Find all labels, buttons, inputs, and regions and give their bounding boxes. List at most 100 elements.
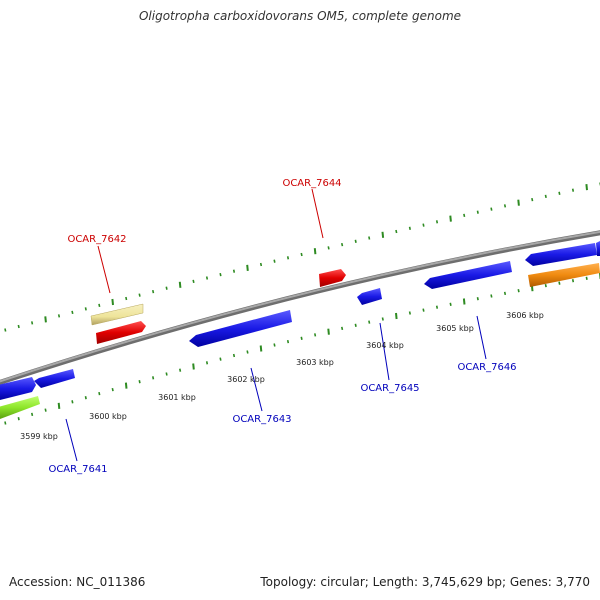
lower-tick-track-minor-tick	[232, 353, 236, 358]
upper-tick-track-minor-tick	[327, 246, 330, 250]
label-ocar-7644[interactable]: OCAR_7644	[282, 178, 341, 189]
gene-7648-orange[interactable]	[528, 263, 600, 287]
upper-tick-track-minor-tick	[544, 194, 547, 199]
gene-7642-upper[interactable]	[90, 303, 144, 326]
upper-tick-track-minor-tick	[341, 242, 344, 247]
upper-tick-track-minor-tick	[354, 239, 357, 243]
lower-tick-track-minor-tick	[476, 297, 479, 301]
upper-tick-track-minor-tick	[4, 328, 7, 332]
kbp-label-3603: 3603 kbp	[296, 358, 334, 367]
lower-tick-track-minor-tick	[571, 279, 575, 283]
lower-tick-track-minor-tick	[44, 408, 47, 412]
gene-7642-lower[interactable]	[96, 321, 146, 344]
label-ocar-7642[interactable]: OCAR_7642	[67, 234, 126, 245]
kbp-label-3601: 3601 kbp	[158, 393, 196, 402]
upper-tick-track-minor-tick	[490, 207, 493, 211]
label-ocar-7645[interactable]: OCAR_7645	[360, 383, 419, 394]
leader-7646	[476, 315, 487, 360]
leader-7643	[250, 367, 263, 412]
lower-tick-track-major-tick	[327, 328, 330, 335]
lower-tick-track-minor-tick	[219, 357, 222, 361]
upper-tick-track-minor-tick	[125, 296, 128, 301]
gene-7643[interactable]	[189, 310, 292, 347]
leader-7641	[65, 418, 78, 462]
upper-tick-track-major-tick	[381, 231, 385, 238]
genome-summary-text: Topology: circular; Length: 3,745,629 bp…	[260, 575, 590, 589]
gene-7641-blue-b[interactable]	[34, 369, 75, 388]
upper-tick-track-minor-tick	[165, 286, 168, 290]
lower-tick-track-minor-tick	[179, 368, 182, 372]
lower-tick-track-minor-tick	[152, 376, 155, 380]
kbp-label-3604: 3604 kbp	[366, 341, 404, 350]
lower-tick-track-minor-tick	[286, 339, 290, 344]
upper-tick-track-minor-tick	[192, 279, 195, 284]
kbp-label-3600: 3600 kbp	[89, 412, 127, 421]
kbp-label-3606: 3606 kbp	[506, 311, 544, 320]
lower-tick-track-minor-tick	[205, 361, 209, 365]
label-ocar-7646[interactable]: OCAR_7646	[457, 362, 516, 373]
lower-tick-track-minor-tick	[517, 289, 520, 293]
upper-tick-track-minor-tick	[503, 204, 507, 208]
lower-tick-track-major-tick	[462, 298, 466, 305]
gene-7647-blue[interactable]	[525, 243, 597, 266]
gene-7646[interactable]	[424, 261, 512, 289]
lower-tick-track-minor-tick	[449, 302, 452, 306]
accession-text: Accession: NC_011386	[9, 575, 146, 589]
gene-7641-green[interactable]	[0, 396, 40, 419]
upper-tick-track-minor-tick	[435, 220, 439, 224]
leader-7645	[379, 322, 390, 381]
upper-tick-track-minor-tick	[31, 321, 34, 325]
lower-tick-track-major-tick	[395, 312, 398, 320]
lower-tick-track-major-tick	[124, 382, 128, 389]
upper-tick-track-major-tick	[517, 199, 520, 206]
lower-tick-track-minor-tick	[368, 320, 371, 324]
page-title: Oligotropha carboxidovorans OM5, complet…	[138, 9, 462, 23]
label-ocar-7641[interactable]: OCAR_7641	[48, 464, 107, 475]
lower-tick-track-minor-tick	[381, 317, 384, 321]
upper-tick-track-minor-tick	[273, 259, 276, 263]
upper-tick-track-minor-tick	[300, 252, 303, 257]
lower-tick-track-minor-tick	[558, 281, 561, 285]
lower-tick-track-minor-tick	[98, 391, 101, 396]
genome-backbone-highlight	[0, 230, 600, 383]
kbp-label-3602: 3602 kbp	[227, 375, 265, 384]
gene-7645[interactable]	[357, 288, 382, 305]
upper-tick-track-major-tick	[111, 298, 114, 306]
gene-7647-blue-tip[interactable]	[596, 241, 600, 256]
upper-tick-track-minor-tick	[138, 293, 141, 297]
upper-tick-track-major-tick	[246, 264, 249, 271]
upper-tick-track-minor-tick	[205, 276, 209, 280]
lower-tick-track-minor-tick	[408, 311, 411, 315]
upper-tick-track-minor-tick	[17, 324, 20, 329]
lower-tick-track	[4, 273, 600, 425]
upper-tick-track-minor-tick	[98, 303, 101, 308]
label-ocar-7643[interactable]: OCAR_7643	[232, 414, 291, 425]
lower-tick-track-minor-tick	[422, 308, 425, 312]
gene-7644[interactable]	[319, 269, 346, 287]
leader-7644	[311, 188, 324, 239]
lower-tick-track-minor-tick	[314, 333, 317, 337]
lower-tick-track-minor-tick	[503, 291, 507, 296]
lower-tick-track-minor-tick	[138, 380, 141, 384]
gene-7641-blue-a[interactable]	[0, 377, 36, 400]
lower-tick-track-minor-tick	[435, 305, 439, 309]
lower-tick-track-major-tick	[192, 363, 195, 370]
lower-tick-track-minor-tick	[490, 294, 493, 298]
upper-tick-track-minor-tick	[422, 223, 425, 227]
upper-tick-track-minor-tick	[259, 262, 263, 267]
upper-tick-track-minor-tick	[395, 229, 398, 234]
lower-tick-track-minor-tick	[341, 326, 344, 331]
kbp-label-3599: 3599 kbp	[20, 432, 58, 441]
upper-tick-track-minor-tick	[463, 213, 466, 218]
leader-7642	[97, 245, 111, 294]
lower-tick-track-minor-tick	[17, 417, 20, 421]
upper-tick-track-major-tick	[449, 215, 452, 222]
upper-tick-track-minor-tick	[232, 269, 236, 273]
lower-tick-track-minor-tick	[273, 343, 276, 347]
lower-tick-track-minor-tick	[71, 400, 74, 404]
upper-tick-track-minor-tick	[476, 210, 479, 214]
upper-tick-track-minor-tick	[286, 256, 290, 260]
upper-tick-track-minor-tick	[531, 197, 534, 202]
lower-tick-track-minor-tick	[354, 323, 357, 327]
